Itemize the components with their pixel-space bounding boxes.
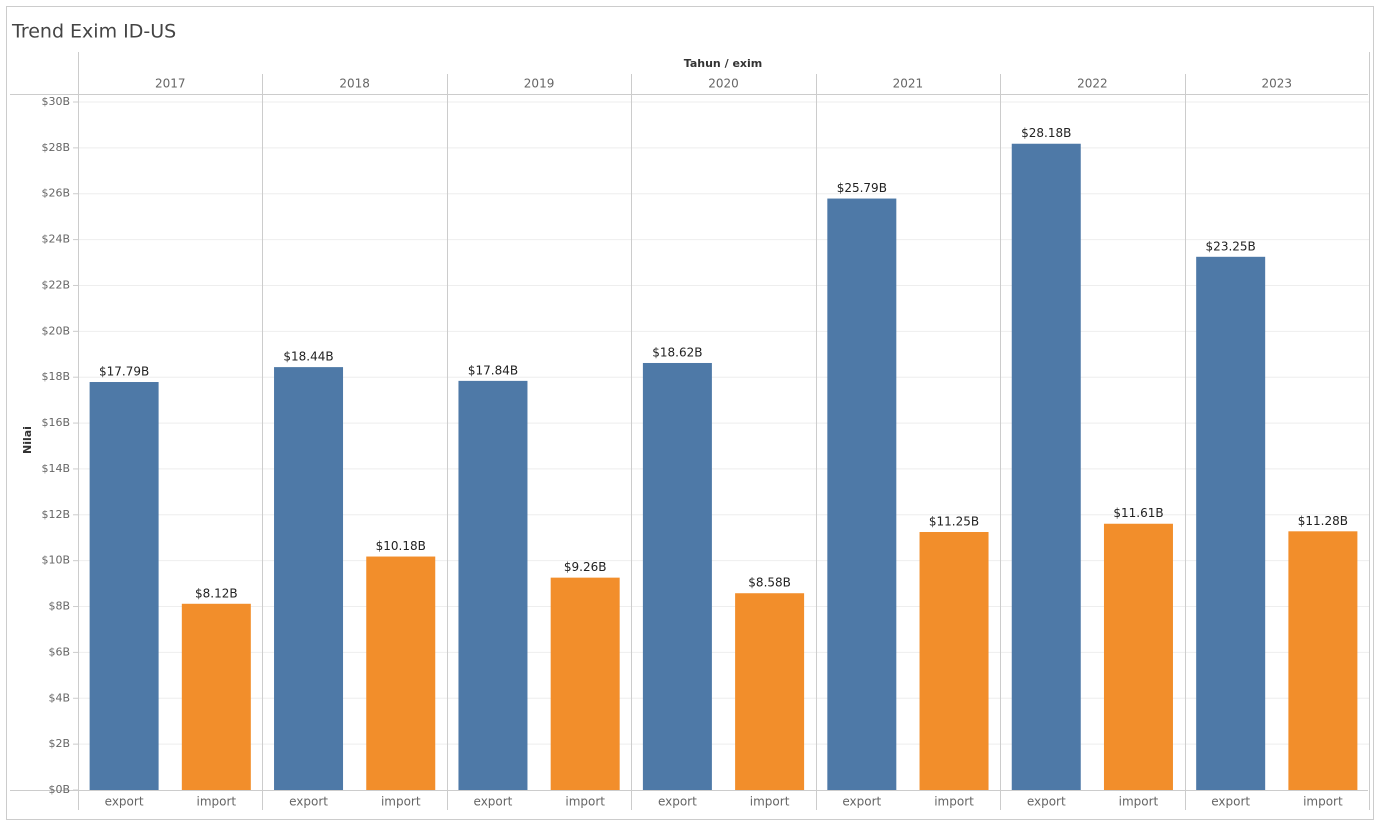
bar xyxy=(827,198,897,791)
x-tick-label: export xyxy=(658,795,697,809)
value-label: $23.25B xyxy=(1206,239,1256,253)
y-axis-title: Nilai xyxy=(21,426,34,454)
bar xyxy=(89,382,159,790)
value-label: $9.26B xyxy=(564,560,607,574)
x-tick-label: import xyxy=(565,795,605,809)
x-tick-label: import xyxy=(1303,795,1343,809)
value-label: $17.84B xyxy=(468,363,518,377)
x-tick-label: export xyxy=(1211,795,1250,809)
bar xyxy=(181,603,251,790)
x-tick-label: import xyxy=(1119,795,1159,809)
y-tick-label: $16B xyxy=(41,416,70,429)
y-tick-label: $6B xyxy=(48,645,70,658)
x-tick-label: import xyxy=(934,795,974,809)
y-tick-label: $0B xyxy=(48,783,70,796)
y-tick-label: $26B xyxy=(41,187,70,200)
x-tick-label: export xyxy=(1027,795,1066,809)
value-label: $11.61B xyxy=(1113,506,1163,520)
y-tick-label: $12B xyxy=(41,508,70,521)
y-tick-label: $28B xyxy=(41,141,70,154)
x-group-label: 2017 xyxy=(155,77,186,91)
bar xyxy=(1196,256,1266,790)
y-tick-label: $14B xyxy=(41,462,70,475)
y-tick-label: $20B xyxy=(41,324,70,337)
y-tick-label: $24B xyxy=(41,233,70,246)
x-tick-label: export xyxy=(842,795,881,809)
x-tick-label: export xyxy=(105,795,144,809)
y-tick-label: $4B xyxy=(48,691,70,704)
value-label: $28.18B xyxy=(1021,126,1071,140)
value-label: $17.79B xyxy=(99,365,149,379)
y-tick-label: $18B xyxy=(41,370,70,383)
x-tick-label: import xyxy=(381,795,421,809)
x-tick-label: import xyxy=(197,795,237,809)
value-label: $18.62B xyxy=(652,345,702,359)
x-group-label: 2020 xyxy=(708,77,739,91)
y-tick-label: $8B xyxy=(48,600,70,613)
x-tick-label: import xyxy=(750,795,790,809)
bar xyxy=(550,577,620,790)
bar xyxy=(919,532,989,790)
bar xyxy=(366,556,436,790)
x-axis-title: Tahun / exim xyxy=(684,57,762,70)
bar xyxy=(1103,523,1173,790)
value-label: $11.28B xyxy=(1298,514,1348,528)
value-label: $25.79B xyxy=(837,181,887,195)
value-label: $8.12B xyxy=(195,586,238,600)
x-group-label: 2021 xyxy=(893,77,924,91)
y-tick-label: $22B xyxy=(41,278,70,291)
bar xyxy=(1011,143,1081,791)
y-tick-label: $10B xyxy=(41,554,70,567)
value-label: $10.18B xyxy=(376,539,426,553)
x-group-label: 2018 xyxy=(339,77,370,91)
bar xyxy=(735,593,805,790)
bar xyxy=(642,362,712,790)
value-label: $18.44B xyxy=(283,350,333,364)
bar xyxy=(1288,531,1358,790)
x-group-label: 2022 xyxy=(1077,77,1108,91)
chart-title: Trend Exim ID-US xyxy=(11,21,176,43)
bar xyxy=(458,380,528,790)
bar xyxy=(274,367,344,790)
x-group-label: 2023 xyxy=(1262,77,1293,91)
y-tick-label: $2B xyxy=(48,737,70,750)
x-tick-label: export xyxy=(474,795,513,809)
y-tick-label: $30B xyxy=(41,95,70,108)
x-group-label: 2019 xyxy=(524,77,555,91)
x-tick-label: export xyxy=(289,795,328,809)
value-label: $11.25B xyxy=(929,515,979,529)
value-label: $8.58B xyxy=(748,576,791,590)
